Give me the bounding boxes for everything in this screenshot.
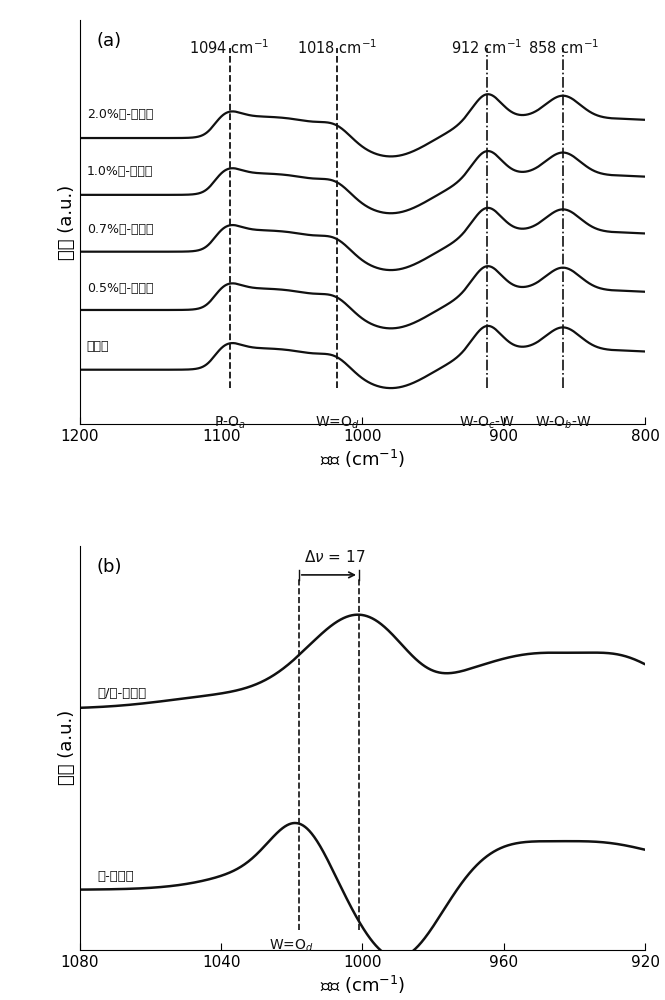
Text: W-O$_b$-W: W-O$_b$-W [535, 415, 591, 431]
Text: 1018 cm$^{-1}$: 1018 cm$^{-1}$ [297, 38, 377, 57]
Text: 0.7%铋-磷钨酸: 0.7%铋-磷钨酸 [87, 223, 154, 236]
Text: W=O$_d$: W=O$_d$ [269, 938, 314, 954]
Text: (b): (b) [97, 558, 122, 576]
X-axis label: 波数 (cm$^{-1}$): 波数 (cm$^{-1}$) [320, 448, 405, 470]
Text: 0.5%铋-磷钨酸: 0.5%铋-磷钨酸 [87, 282, 154, 295]
Text: (a): (a) [97, 32, 122, 50]
Text: 2.0%铋-磷钨酸: 2.0%铋-磷钨酸 [87, 108, 153, 121]
Text: 858 cm$^{-1}$: 858 cm$^{-1}$ [527, 38, 598, 57]
Text: 912 cm$^{-1}$: 912 cm$^{-1}$ [452, 38, 522, 57]
X-axis label: 波数 (cm$^{-1}$): 波数 (cm$^{-1}$) [320, 974, 405, 996]
Text: 锂/铋-磷钨酸: 锂/铋-磷钨酸 [98, 687, 147, 700]
Y-axis label: 强度 (a.u.): 强度 (a.u.) [58, 185, 76, 260]
Text: W-O$_c$-W: W-O$_c$-W [459, 415, 515, 431]
Text: 磷钨酸: 磷钨酸 [87, 340, 109, 353]
Text: 1094 cm$^{-1}$: 1094 cm$^{-1}$ [190, 38, 270, 57]
Y-axis label: 强度 (a.u.): 强度 (a.u.) [58, 710, 76, 785]
Text: $\Delta\nu$ = 17: $\Delta\nu$ = 17 [305, 549, 366, 565]
Text: P-O$_a$: P-O$_a$ [213, 415, 245, 431]
Text: 1.0%铋-磷钨酸: 1.0%铋-磷钨酸 [87, 165, 153, 178]
Text: W=O$_d$: W=O$_d$ [315, 415, 359, 431]
Text: 铋-磷钨酸: 铋-磷钨酸 [98, 870, 134, 883]
